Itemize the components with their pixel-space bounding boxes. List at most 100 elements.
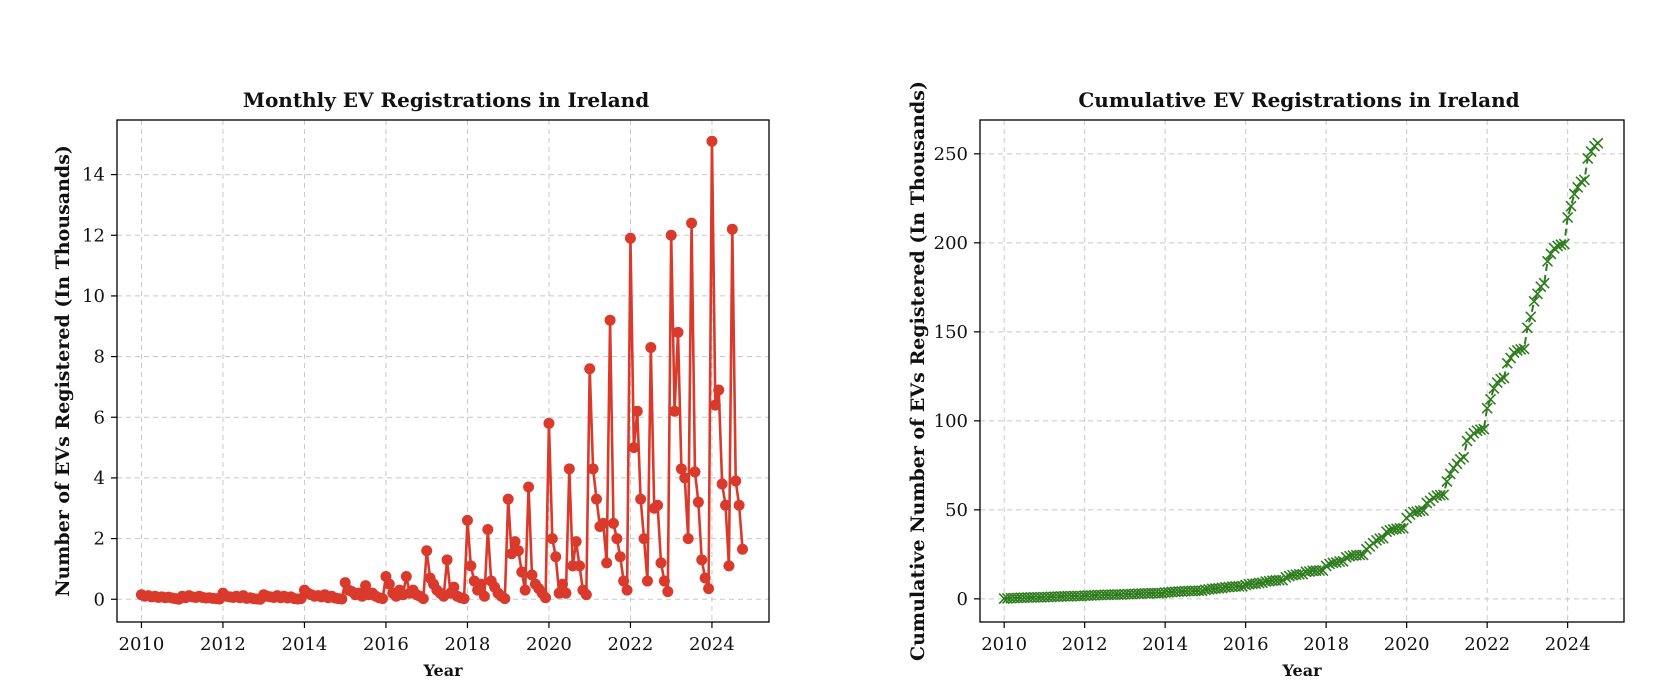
data-point: [730, 475, 742, 487]
data-point: [1562, 211, 1574, 224]
data-point: [1488, 382, 1500, 394]
data-point: [607, 517, 619, 529]
data-point: [574, 560, 586, 572]
data-point: [591, 493, 603, 505]
data-point: [465, 560, 477, 572]
data-point: [1545, 248, 1557, 260]
data-point: [1441, 475, 1453, 488]
data-point: [635, 493, 647, 505]
x-tick-label: 2022: [608, 634, 654, 655]
data-point: [1478, 423, 1490, 435]
data-point: [1508, 347, 1520, 359]
data-point: [658, 575, 670, 587]
data-point: [570, 536, 582, 548]
monthly-chart-title: Monthly EV Registrations in Ireland: [243, 88, 649, 112]
data-point: [502, 493, 514, 505]
data-point: [478, 590, 490, 602]
data-point: [1525, 311, 1537, 323]
data-point: [1528, 295, 1540, 307]
data-point: [645, 341, 657, 353]
data-point: [523, 481, 535, 493]
data-point: [563, 463, 575, 475]
data-point: [669, 405, 681, 417]
data-point: [1515, 343, 1527, 355]
data-point: [1411, 506, 1423, 518]
data-point: [1444, 468, 1456, 480]
data-point: [1498, 372, 1510, 384]
data-point: [482, 523, 494, 535]
data-point: [448, 581, 460, 593]
data-point: [628, 442, 640, 454]
data-point: [1521, 322, 1533, 334]
monthly-chart-xlabel: Year: [422, 661, 463, 680]
data-point: [1552, 240, 1564, 252]
data-point: [540, 592, 552, 604]
cumulative-chart-series: [1004, 142, 1599, 600]
data-point: [641, 575, 653, 587]
data-point: [400, 571, 412, 583]
x-tick-label: 2010: [981, 634, 1027, 655]
y-tick-label: 0: [957, 589, 968, 610]
monthly-chart-frame: [116, 119, 770, 623]
data-point: [1417, 504, 1429, 517]
y-tick-label: 50: [945, 500, 968, 521]
x-tick-label: 2018: [1303, 634, 1349, 655]
data-point: [1558, 238, 1570, 250]
x-tick-label: 2020: [526, 634, 572, 655]
data-point: [516, 566, 528, 578]
data-point: [1437, 489, 1450, 501]
x-tick-label: 2010: [119, 634, 165, 655]
data-point: [696, 554, 708, 566]
data-point: [1427, 492, 1440, 504]
data-point: [706, 135, 718, 147]
data-point: [509, 536, 521, 548]
data-point: [1333, 555, 1346, 568]
data-point: [703, 583, 715, 595]
y-tick-label: 10: [82, 286, 105, 307]
data-point: [1313, 564, 1325, 577]
data-point: [1384, 524, 1396, 536]
cumulative-chart-markers: [998, 137, 1604, 605]
x-tick-label: 2022: [1464, 634, 1510, 655]
data-point: [1380, 526, 1393, 538]
data-point: [1236, 580, 1248, 592]
data-point: [1471, 425, 1483, 437]
data-point: [1565, 200, 1577, 212]
data-point: [1494, 373, 1507, 385]
data-point: [1320, 560, 1332, 572]
data-point: [1555, 239, 1567, 251]
data-point: [611, 533, 623, 545]
x-tick-label: 2012: [1062, 634, 1108, 655]
data-point: [512, 545, 524, 557]
data-point: [1434, 489, 1446, 501]
data-point: [1575, 176, 1587, 188]
data-point: [461, 514, 473, 526]
data-point: [652, 499, 664, 511]
data-point: [689, 466, 701, 478]
data-point: [601, 557, 613, 569]
data-point: [1484, 393, 1497, 405]
data-point: [1501, 357, 1513, 369]
data-point: [557, 578, 569, 590]
y-tick-label: 6: [94, 407, 105, 428]
data-point: [699, 572, 711, 584]
data-point: [709, 399, 721, 411]
data-point: [1592, 137, 1604, 149]
data-point: [713, 384, 725, 396]
data-point: [1511, 344, 1523, 357]
data-point: [716, 478, 728, 490]
data-point: [377, 593, 389, 605]
x-tick-label: 2020: [1384, 634, 1430, 655]
y-tick-label: 0: [94, 589, 105, 610]
y-tick-label: 200: [934, 233, 968, 254]
data-point: [1474, 424, 1486, 436]
data-point: [618, 575, 630, 587]
monthly-chart: Monthly EV Registrations in Ireland 2010…: [52, 88, 770, 680]
data-point: [1196, 585, 1208, 597]
data-point: [1323, 558, 1336, 570]
data-point: [597, 517, 609, 529]
data-point: [1407, 506, 1419, 518]
data-point: [1454, 453, 1466, 466]
data-point: [604, 314, 616, 326]
y-tick-label: 100: [934, 411, 968, 432]
